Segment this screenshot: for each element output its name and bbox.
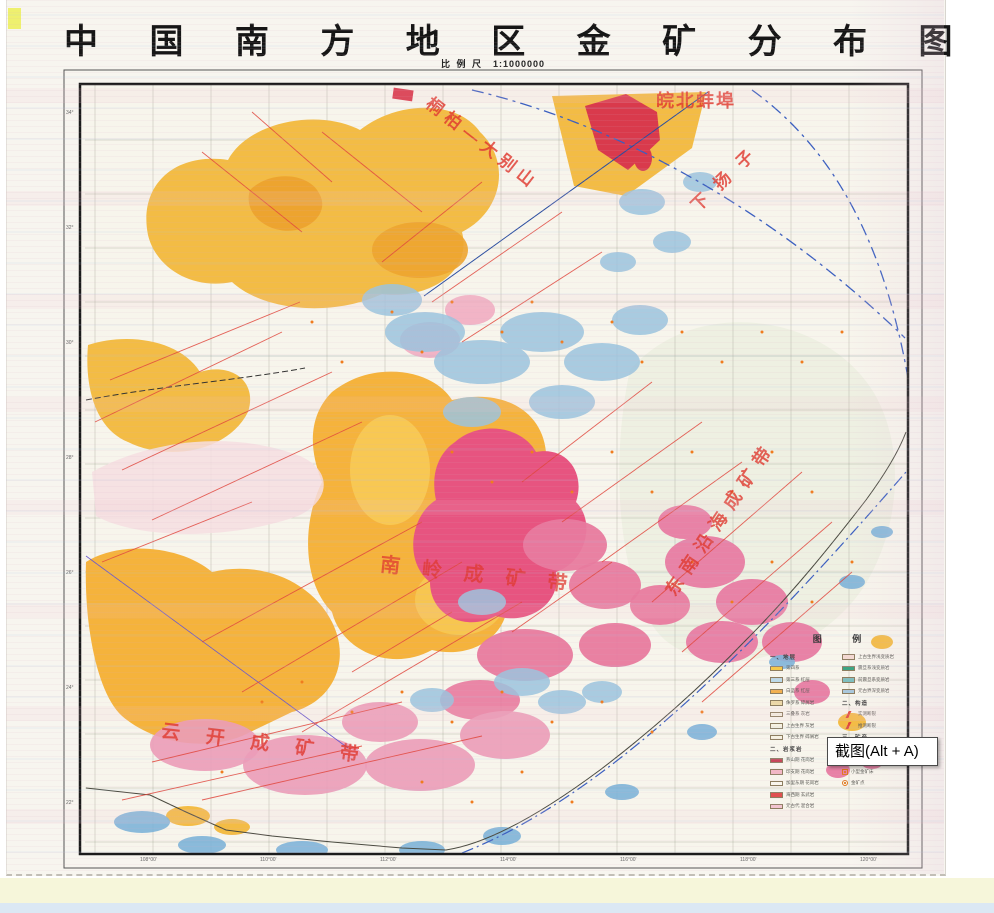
legend-item-label: 实测断裂 bbox=[858, 711, 876, 717]
legend-item: 海西期 玄武岩 bbox=[770, 789, 832, 801]
legend-item: 第三系 红层 bbox=[770, 674, 832, 686]
screenshot-tooltip: 截图(Alt + A) bbox=[827, 737, 938, 766]
scale-value: 1:1000000 bbox=[492, 59, 546, 69]
legend-item-label: 印支期 花岗岩 bbox=[786, 768, 815, 774]
legend-item-label: 推测断裂 bbox=[858, 722, 876, 728]
legend-item: 上古生界浅变质岩 bbox=[842, 651, 908, 663]
page-corner-mark bbox=[8, 8, 21, 29]
legend-item-label: 上古生界浅变质岩 bbox=[858, 653, 894, 659]
map-frame bbox=[63, 69, 923, 869]
legend-swatch-item bbox=[842, 688, 855, 694]
map-coastline bbox=[85, 431, 907, 851]
map-scale: 比 例 尺 1:1000000 bbox=[64, 57, 922, 70]
legend-swatch-item bbox=[770, 723, 783, 729]
gold-deposit-dots bbox=[450, 450, 854, 604]
gold-deposit-dots bbox=[220, 680, 704, 804]
legend-item-label: 金矿点 bbox=[851, 780, 865, 786]
legend-item-label: 第三系 红层 bbox=[786, 676, 810, 682]
bottom-yellow-band bbox=[0, 878, 994, 903]
legend-swatch-item bbox=[770, 665, 783, 671]
legend-item-label: 第四系 bbox=[786, 665, 800, 671]
legend-item-label: 元古界深变质岩 bbox=[858, 688, 890, 694]
legend-swatch-ore2 bbox=[842, 768, 848, 775]
legend-swatch-item bbox=[770, 769, 783, 775]
legend-title: 图 例 bbox=[812, 634, 876, 644]
legend-item-label: 震旦系浅变质岩 bbox=[858, 665, 890, 671]
map-content bbox=[81, 85, 907, 853]
map-title: 中 国 南 方 地 区 金 矿 分 布 图 bbox=[64, 23, 974, 61]
legend-item: 加里东期 花岗岩 bbox=[770, 778, 832, 790]
legend-item-label: 三叠系 灰岩 bbox=[786, 711, 810, 717]
legend-swatch-item bbox=[842, 665, 855, 671]
legend-item-label: 元古代 混合岩 bbox=[786, 803, 815, 809]
legend-item-label: 加里东期 花岗岩 bbox=[786, 780, 819, 786]
legend-item: 推测断裂 bbox=[842, 720, 908, 732]
legend-item: 印支期 花岗岩 bbox=[770, 766, 832, 778]
legend-item: 元古界深变质岩 bbox=[842, 686, 908, 698]
legend-item: 侏罗系 碎屑岩 bbox=[770, 697, 832, 709]
legend-swatch-item bbox=[770, 700, 783, 706]
legend-swatch-item bbox=[770, 711, 783, 717]
legend-swatch-item bbox=[770, 780, 783, 786]
legend-item: 三叠系 灰岩 bbox=[770, 709, 832, 721]
legend-swatch-item bbox=[770, 734, 783, 740]
legend-item: 小型金矿床 bbox=[842, 766, 908, 778]
map-label-wanbei-bengbu: 皖北蚌埠 bbox=[656, 91, 736, 111]
map-faults bbox=[94, 111, 853, 801]
legend-swatch-item bbox=[770, 803, 783, 809]
legend-item: 下古生界 碎屑岩 bbox=[770, 732, 832, 744]
legend-item-label: 侏罗系 碎屑岩 bbox=[786, 699, 815, 705]
legend-item-label: 前震旦系变质岩 bbox=[858, 676, 890, 682]
legend-item: 实测断裂 bbox=[842, 709, 908, 721]
legend-swatch-item bbox=[842, 677, 855, 683]
legend-item: 燕山期 花岗岩 bbox=[770, 755, 832, 767]
legend-item: 震旦系浅变质岩 bbox=[842, 663, 908, 675]
legend-section-header: 二、岩浆岩 bbox=[770, 746, 803, 753]
legend-item-label: 小型金矿床 bbox=[851, 768, 874, 774]
legend-panel: 图 例 一、地层 第四系 第三系 红层 白垩系 红层 侏罗系 碎屑岩 三叠系 灰岩 上古生界… bbox=[770, 632, 908, 812]
bottom-blue-strip bbox=[0, 903, 994, 913]
legend-column-right: 上古生界浅变质岩 震旦系浅变质岩 前震旦系变质岩 元古界深变质岩二、构造实测断裂推测断… bbox=[842, 651, 908, 812]
legend-swatch-ore bbox=[842, 780, 848, 787]
legend-item: 上古生界 灰岩 bbox=[770, 720, 832, 732]
legend-swatch-fault bbox=[842, 710, 855, 718]
legend-column-left: 一、地层第四系第三系 红层 白垩系 红层 侏罗系 碎屑岩 三叠系 灰岩 上古生界 灰岩下… bbox=[770, 651, 832, 812]
legend-item: 元古代 混合岩 bbox=[770, 801, 832, 813]
legend-swatch-item bbox=[770, 757, 783, 763]
legend-swatch-item bbox=[770, 792, 783, 798]
legend-item: 前震旦系变质岩 bbox=[842, 674, 908, 686]
legend-item-label: 燕山期 花岗岩 bbox=[786, 757, 815, 763]
legend-item: 白垩系 红层 bbox=[770, 686, 832, 698]
legend-section-header: 二、构造 bbox=[842, 700, 869, 707]
legend-item-label: 白垩系 红层 bbox=[786, 688, 810, 694]
gold-deposit-dots bbox=[310, 300, 844, 364]
legend-swatch-item bbox=[842, 654, 855, 660]
legend-item-label: 下古生界 碎屑岩 bbox=[786, 734, 819, 740]
legend-item-label: 上古生界 灰岩 bbox=[786, 722, 815, 728]
legend-section-header: 一、地层 bbox=[770, 654, 797, 661]
legend-swatch-fault bbox=[842, 722, 855, 730]
legend-swatch-item bbox=[770, 688, 783, 694]
scale-label: 比 例 尺 bbox=[440, 59, 483, 69]
legend-item-label: 海西期 玄武岩 bbox=[786, 791, 815, 797]
legend-item: 金矿点 bbox=[842, 778, 908, 790]
legend-item: 第四系 bbox=[770, 663, 832, 675]
legend-swatch-item bbox=[770, 677, 783, 683]
